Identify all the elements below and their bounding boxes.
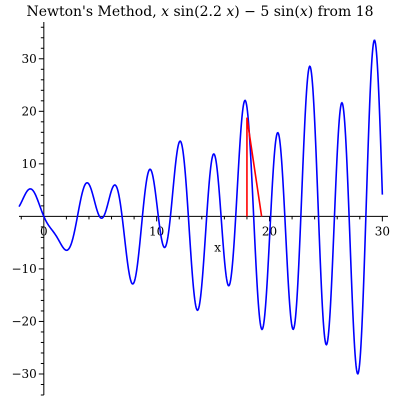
y-tick-label: 20: [22, 104, 37, 118]
x-tick-label: 0: [40, 224, 48, 238]
series-layer: [18, 39, 384, 376]
y-tick-label: 30: [22, 52, 37, 66]
x-axis-label: x: [214, 240, 221, 254]
y-tick-label: −30: [11, 367, 36, 381]
function-curve: [18, 39, 384, 376]
y-tick-label: −10: [11, 262, 36, 276]
y-tick-label: 10: [22, 157, 37, 171]
y-tick-label: −20: [11, 314, 36, 328]
x-tick-label: 30: [375, 224, 390, 238]
chart-title: Newton's Method, x sin(2.2 x) − 5 sin(x)…: [26, 4, 373, 20]
newton-iteration-path: [246, 117, 263, 217]
x-tick-label: 10: [149, 224, 164, 238]
